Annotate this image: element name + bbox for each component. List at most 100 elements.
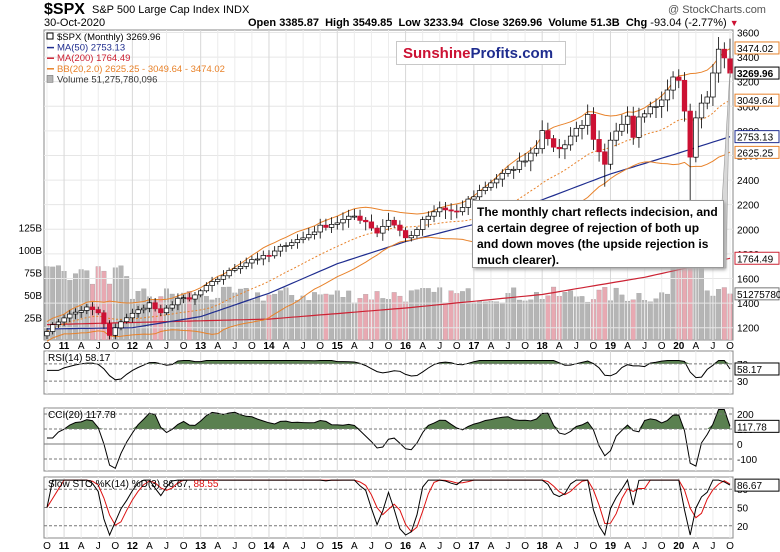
candle-up [585, 114, 591, 126]
x-tick-label-bottom: A [78, 541, 85, 552]
x-tick-label: 11 [59, 341, 70, 352]
x-tick-label: J [164, 341, 169, 352]
candle-down [687, 110, 693, 158]
candle-down [357, 215, 363, 221]
volume-tag [734, 287, 780, 301]
x-tick-label-bottom: A [214, 541, 221, 552]
x-tick-label-bottom: O [453, 541, 461, 552]
volume-bar [255, 292, 261, 341]
candle-up [619, 123, 625, 132]
candle-up [710, 72, 716, 98]
watermark: @ StockCharts.com [668, 4, 766, 16]
volume-bar [511, 287, 517, 341]
candle-down [374, 227, 380, 234]
price-tick-label: 1400 [737, 299, 760, 310]
cci-fill [47, 409, 730, 429]
candle-up [516, 160, 523, 170]
price-tick-label: 1600 [737, 274, 760, 285]
volume-bar [465, 288, 471, 341]
volume-bar [425, 288, 431, 341]
candle-up [528, 152, 534, 162]
volume-bar [653, 298, 659, 341]
candle-up [704, 96, 710, 104]
x-tick-label-bottom: 18 [537, 541, 549, 552]
candle-down [186, 297, 192, 300]
candle-up [169, 304, 175, 309]
volume-bar [107, 283, 113, 341]
x-tick-label: A [488, 341, 495, 352]
x-tick-label-bottom: 14 [263, 541, 275, 552]
price-tag-label: 1764.49 [737, 254, 774, 265]
candle-up [232, 268, 238, 271]
price-tag-label: 3049.64 [737, 96, 774, 107]
chart-symbol: $SPX [44, 1, 85, 18]
candle-down [89, 306, 96, 310]
legend-text: MA(50) 2753.13 [57, 43, 125, 54]
close-label: Close [469, 17, 500, 29]
x-tick-label: J [642, 341, 647, 352]
candle-up [334, 222, 340, 225]
x-tick-label-bottom: O [316, 541, 324, 552]
candle-up [317, 224, 323, 233]
candle-down [391, 219, 397, 226]
volume-bar [414, 289, 420, 341]
x-tick-label: 13 [195, 341, 207, 352]
low-value: 3233.94 [423, 17, 464, 29]
candle-up [351, 215, 358, 218]
chg-value: -93.04 (-2.77%) [650, 17, 727, 29]
volume-label: Volume [548, 17, 588, 29]
candle-up [289, 242, 295, 246]
candle-up [670, 76, 676, 91]
price-tag [734, 93, 780, 107]
volume-bar [613, 287, 619, 341]
volume-bar [516, 299, 522, 341]
candle-down [158, 308, 164, 314]
x-tick-label-bottom: A [419, 541, 426, 552]
x-tick-label: A [78, 341, 85, 352]
price-tag [734, 145, 780, 159]
cci-tick-label: 200 [737, 410, 754, 421]
candle-up [44, 331, 50, 337]
candle-up [567, 135, 574, 146]
x-tick-label: O [726, 341, 734, 352]
x-tick-label-bottom: 16 [400, 541, 412, 552]
x-tick-label-bottom: J [96, 541, 101, 552]
x-tick-label: A [419, 341, 426, 352]
high-value: 3549.85 [352, 17, 393, 29]
volume-bar [391, 292, 397, 341]
x-tick-label: 12 [127, 341, 139, 352]
stoch-tick-label: 20 [737, 522, 749, 533]
stoch-tag [734, 478, 780, 492]
candle-up [636, 116, 642, 138]
volume-tick-label: 50B [24, 291, 42, 302]
legend-swatch [46, 75, 54, 83]
candle-up [215, 278, 221, 282]
down-arrow-icon: ▼ [729, 18, 739, 28]
volume-bar [619, 294, 625, 341]
candle-down [442, 207, 449, 211]
volume-bar [397, 295, 403, 341]
candle-up [254, 258, 261, 261]
x-tick-label: 17 [468, 341, 480, 352]
candle-up [300, 237, 306, 240]
candle-up [653, 106, 659, 108]
price-tag-label: 3269.96 [737, 69, 774, 80]
candle-down [363, 219, 369, 223]
volume-bar [346, 290, 352, 341]
candle-up [146, 302, 153, 309]
volume-bar [704, 290, 710, 341]
volume-bar [460, 291, 465, 341]
volume-bar [585, 301, 591, 341]
candle-down [448, 209, 454, 212]
candle-up [112, 327, 118, 336]
volume-bar [442, 302, 448, 341]
x-tick-label: A [556, 341, 563, 352]
volume-bar [647, 301, 653, 341]
x-tick-label: A [283, 341, 290, 352]
x-tick-label: A [146, 341, 153, 352]
candle-up [425, 215, 431, 220]
candle-down [368, 221, 375, 229]
x-tick-label-bottom: A [624, 541, 631, 552]
volume-bar [363, 294, 369, 341]
price-tag-label: 2625.25 [737, 148, 774, 159]
